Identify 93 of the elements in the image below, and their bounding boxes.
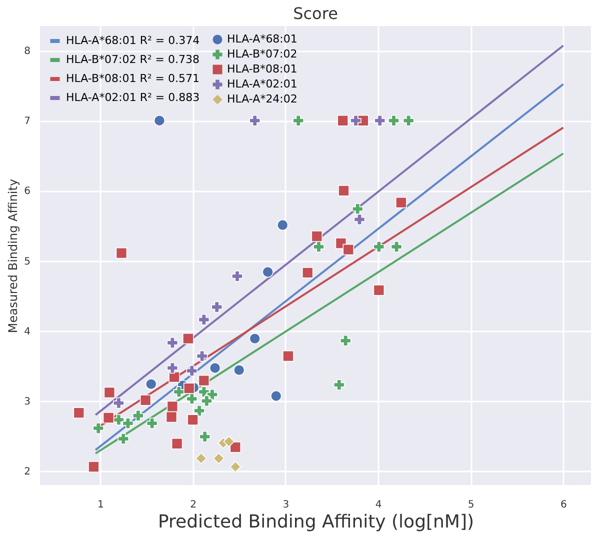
point <box>213 452 224 464</box>
point <box>182 332 194 344</box>
point <box>140 394 152 406</box>
point <box>249 114 260 126</box>
point <box>390 241 402 252</box>
point <box>113 397 124 409</box>
point <box>209 362 221 374</box>
point <box>402 114 414 126</box>
point <box>166 337 178 348</box>
point <box>292 114 304 126</box>
point <box>198 374 210 386</box>
x-tick-label: 5 <box>468 500 474 510</box>
point <box>154 114 166 126</box>
x-tick-label: 6 <box>560 500 567 510</box>
legend-label: HLA-A*02:01 <box>227 78 298 90</box>
point <box>122 418 134 429</box>
point <box>333 379 345 390</box>
point <box>373 284 385 296</box>
point <box>166 400 178 412</box>
point <box>196 350 208 362</box>
y-tick-label: 2 <box>24 466 30 478</box>
point <box>313 241 324 252</box>
point <box>338 185 350 196</box>
y-tick-label: 5 <box>24 256 30 268</box>
point <box>302 267 314 278</box>
point <box>211 301 223 313</box>
point <box>282 350 294 362</box>
point <box>92 422 104 434</box>
point <box>233 364 245 376</box>
legend-label: HLA-A*68:01 R² = 0.374 <box>66 34 200 47</box>
x-axis-title: Predicted Binding Affinity (log[nM]) <box>158 512 474 532</box>
legend-label: HLA-A*02:01 R² = 0.883 <box>66 91 200 104</box>
point <box>186 393 198 404</box>
point <box>113 414 124 426</box>
point <box>270 390 282 402</box>
y-tick-label: 7 <box>24 116 30 128</box>
x-tick-label: 4 <box>375 500 382 510</box>
point <box>276 219 288 231</box>
legend-label: HLA-B*08:01 <box>227 62 298 76</box>
point <box>146 418 158 429</box>
y-axis-title: Measured Binding Affinity <box>6 178 20 334</box>
point <box>201 395 212 407</box>
point <box>374 114 386 126</box>
point <box>104 386 116 398</box>
legend-label: HLA-B*07:02 R² = 0.738 <box>66 53 200 66</box>
point <box>173 386 185 398</box>
point <box>132 410 144 422</box>
point <box>232 270 243 282</box>
x-tick-label: 2 <box>190 500 196 510</box>
point <box>373 241 385 252</box>
x-tick-label: 1 <box>98 500 104 510</box>
point <box>187 414 198 426</box>
y-tick-label: 6 <box>24 186 30 198</box>
y-tick-label: 4 <box>24 326 30 338</box>
legend-label: HLA-A*68:01 <box>227 32 298 46</box>
y-tick-label: 8 <box>24 46 30 58</box>
point <box>73 407 85 418</box>
point <box>183 382 195 394</box>
point <box>249 332 260 344</box>
point <box>171 438 183 450</box>
point <box>350 114 362 126</box>
point <box>102 412 114 424</box>
point <box>396 196 407 208</box>
y-tick-label: 3 <box>24 396 30 408</box>
x-tick-label: 3 <box>282 500 290 510</box>
point <box>194 405 205 416</box>
point <box>223 436 235 448</box>
point <box>340 335 352 346</box>
point <box>262 266 274 278</box>
point <box>186 365 198 376</box>
point <box>352 203 364 215</box>
point <box>337 114 348 126</box>
point <box>88 461 100 472</box>
point <box>388 114 400 126</box>
legend-label: HLA-A*24:02 <box>227 92 298 106</box>
legend-label: HLA-B*07:02 <box>227 48 298 60</box>
point <box>145 378 157 390</box>
point <box>168 371 180 383</box>
point <box>118 433 129 444</box>
chart-title: Score <box>293 4 338 23</box>
point <box>230 461 242 472</box>
point <box>166 411 178 423</box>
point <box>199 431 210 442</box>
legend-label: HLA-B*08:01 R² = 0.571 <box>66 72 200 85</box>
point <box>354 214 366 226</box>
point <box>116 247 128 259</box>
point <box>311 230 323 242</box>
point <box>230 442 242 453</box>
point <box>166 362 178 374</box>
point <box>198 314 210 326</box>
point <box>206 388 218 400</box>
point <box>195 452 207 464</box>
point <box>342 244 354 256</box>
